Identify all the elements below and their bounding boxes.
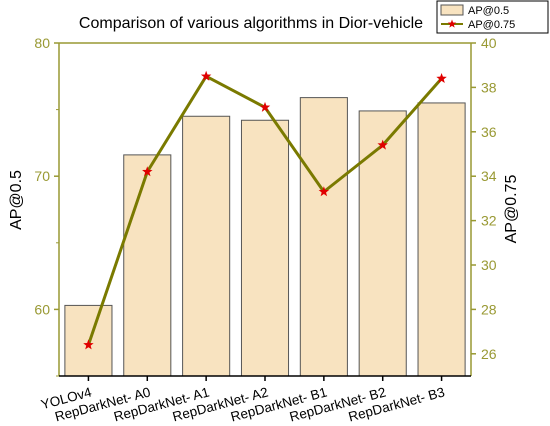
y-tick-label-left-70: 70 bbox=[34, 168, 50, 184]
line-marker-5 bbox=[377, 139, 388, 150]
y-tick-label-left-80: 80 bbox=[34, 35, 50, 51]
chart-title: Comparison of various algorithms in Dior… bbox=[79, 15, 423, 32]
legend-label-bar: AP@0.5 bbox=[468, 5, 509, 17]
legend: AP@0.5 AP@0.75 bbox=[436, 0, 549, 34]
bar-4 bbox=[299, 97, 348, 377]
line-marker-6 bbox=[436, 73, 447, 83]
bar-3 bbox=[240, 119, 290, 377]
bar-5 bbox=[358, 110, 407, 377]
y-tick-label-right-38: 38 bbox=[481, 79, 497, 95]
y-axis-label-left: AP@0.5 bbox=[8, 170, 25, 230]
line-marker-3 bbox=[259, 101, 271, 112]
line-marker-2 bbox=[200, 70, 212, 81]
bar-1 bbox=[123, 154, 172, 377]
line-marker-0 bbox=[83, 339, 94, 350]
y-tick-label-right-36: 36 bbox=[481, 124, 497, 140]
legend-label-line: AP@0.75 bbox=[468, 19, 515, 31]
y-tick-label-right-32: 32 bbox=[481, 213, 497, 229]
bars-layer bbox=[64, 97, 466, 377]
legend-swatch-bar bbox=[440, 4, 464, 16]
y-tick-label-right-26: 26 bbox=[481, 346, 497, 362]
y-tick-label-right-30: 30 bbox=[481, 257, 497, 273]
y-tick-label-right-34: 34 bbox=[481, 168, 497, 184]
bar-2 bbox=[182, 115, 231, 377]
legend-star-marker bbox=[447, 19, 457, 28]
y-tick-label-right-40: 40 bbox=[481, 35, 497, 51]
line-marker-4 bbox=[318, 186, 330, 197]
y-tick-label-left-60: 60 bbox=[34, 301, 50, 317]
line-marker-1 bbox=[142, 166, 153, 177]
bar-6 bbox=[417, 102, 466, 377]
y-tick-label-right-28: 28 bbox=[481, 301, 497, 317]
y-axis-label-right: AP@0.75 bbox=[503, 175, 520, 244]
line-layer bbox=[83, 70, 447, 350]
